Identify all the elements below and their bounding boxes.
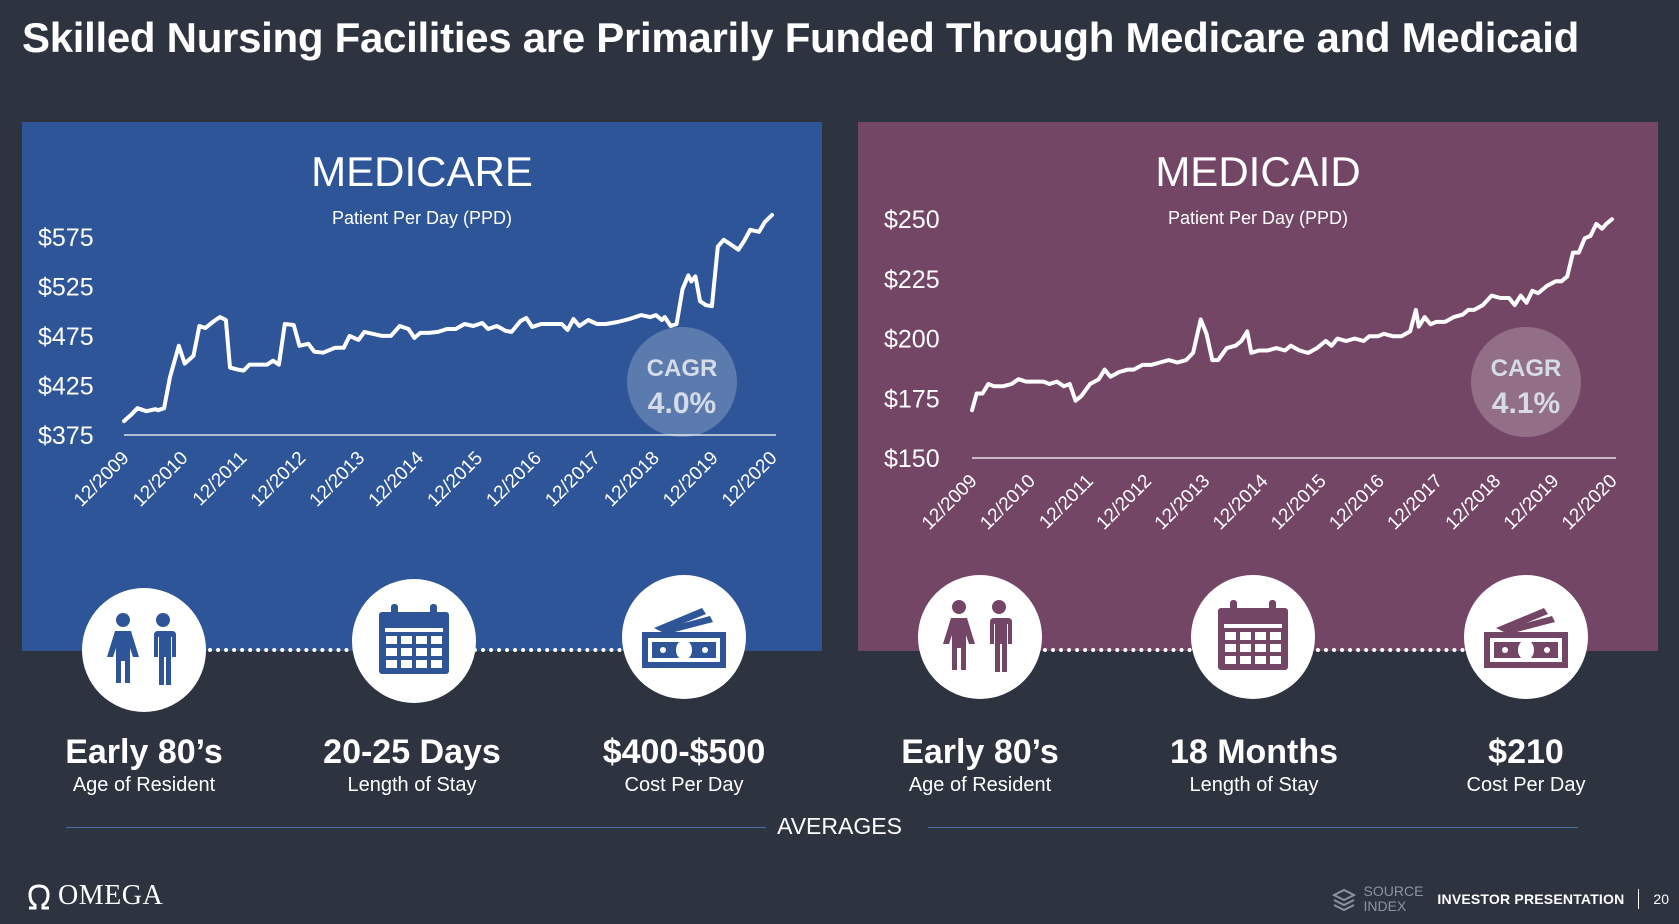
calendar-icon: [1218, 600, 1288, 670]
medicaid-x-tick-label: 12/2014: [1209, 470, 1273, 534]
medicare-calendar-circle: [352, 579, 476, 703]
medicare-x-tick-label: 12/2014: [365, 447, 429, 511]
medicaid-x-tick-label: 12/2009: [918, 471, 981, 534]
footer-separator: [1638, 889, 1640, 909]
medicare-x-tick-label: 12/2010: [129, 448, 192, 511]
page-number: 20: [1653, 891, 1669, 907]
averages-label: AVERAGES: [777, 813, 902, 839]
medicaid-x-tick-label: 12/2011: [1035, 471, 1097, 533]
medicaid-x-tick-label: 12/2012: [1093, 471, 1156, 534]
stat-label: Length of Stay: [347, 774, 477, 796]
medicare-y-tick-label: $475: [38, 323, 94, 351]
medicare-x-tick-label: 12/2020: [718, 448, 781, 511]
medicare-x-tick-label: 12/2012: [247, 448, 310, 511]
medicare-panel: MEDICARE Patient Per Day (PPD) $575 $525 $…: [22, 122, 822, 651]
medicaid-x-tick-label: 12/2010: [976, 471, 1039, 534]
omega-logo: OMEGA: [26, 880, 163, 912]
omega-symbol-icon: [28, 884, 50, 910]
medicare-cagr-label: CAGR: [647, 355, 718, 382]
source-index-link[interactable]: SOURCE INDEX: [1331, 883, 1424, 914]
people-icon: [943, 600, 1012, 672]
medicare-y-tick-label: $575: [38, 224, 94, 252]
investor-presentation-label: INVESTOR PRESENTATION: [1437, 891, 1625, 907]
medicare-series-line: [122, 213, 774, 424]
footer-right: SOURCE INDEX INVESTOR PRESENTATION 20: [1331, 883, 1669, 914]
medicaid-money-circle: [1464, 575, 1588, 699]
page-title: Skilled Nursing Facilities are Primarily…: [22, 14, 1579, 61]
money-icon: [642, 608, 726, 668]
medicare-age-stat: Early 80’s Age of Resident: [14, 733, 274, 797]
medicare-y-tick-label: $375: [38, 422, 94, 450]
stat-label: Cost Per Day: [1466, 774, 1586, 796]
medicaid-stay-stat: 18 Months Length of Stay: [1124, 733, 1384, 797]
medicare-x-tick-label: 12/2009: [70, 448, 133, 511]
medicaid-series-line: [970, 217, 1614, 413]
medicare-money-circle: [622, 575, 746, 699]
calendar-icon: [379, 604, 449, 674]
stat-value: Early 80’s: [901, 733, 1059, 771]
medicare-line-chart: $575$525$475$425$37512/200912/201012/201…: [38, 213, 782, 511]
medicare-stay-stat: 20-25 Days Length of Stay: [282, 733, 542, 797]
medicaid-x-tick-label: 12/2019: [1500, 471, 1563, 534]
people-icon: [107, 613, 176, 685]
medicare-x-tick-label: 12/2019: [659, 448, 722, 511]
medicare-x-tick-label: 12/2018: [600, 448, 663, 511]
medicaid-cagr-value: 4.1%: [1492, 387, 1560, 420]
medicaid-residents-circle: [918, 575, 1042, 699]
money-icon: [1484, 608, 1568, 668]
medicare-cost-stat: $400-$500 Cost Per Day: [554, 733, 814, 797]
index-label: INDEX: [1363, 898, 1407, 914]
stat-label: Age of Resident: [72, 774, 216, 796]
medicare-x-tick-label: 12/2016: [482, 448, 545, 511]
medicaid-x-tick-label: 12/2018: [1442, 471, 1505, 534]
averages-divider-right: [928, 827, 1578, 828]
stat-label: Age of Resident: [908, 774, 1052, 796]
stat-value: $400-$500: [602, 733, 766, 771]
stat-value: Early 80’s: [65, 733, 223, 771]
medicaid-x-tick-label: 12/2013: [1151, 471, 1214, 534]
medicaid-line-chart: $250$225$200$175$15012/200912/201012/201…: [884, 206, 1622, 534]
medicare-cagr-value: 4.0%: [648, 387, 716, 420]
medicare-residents-circle: [82, 588, 206, 712]
medicaid-panel: MEDICAID Patient Per Day (PPD) $250 $225 $…: [858, 122, 1658, 651]
medicaid-chart-subtitle: Patient Per Day (PPD): [1167, 208, 1349, 228]
stat-value: $210: [1488, 733, 1564, 771]
medicare-cagr-bubble: [627, 327, 737, 437]
medicaid-y-tick-label: $200: [884, 326, 940, 354]
medicaid-y-tick-label: $225: [884, 266, 940, 294]
source-label: SOURCE: [1363, 883, 1424, 899]
medicare-x-tick-label: 12/2017: [541, 448, 604, 511]
stack-icon: [1331, 888, 1356, 911]
stat-value: 18 Months: [1169, 733, 1339, 771]
medicare-x-tick-label: 12/2013: [306, 448, 369, 511]
averages-divider-left: [66, 827, 766, 828]
medicare-x-tick-label: 12/2011: [189, 448, 251, 510]
stat-label: Length of Stay: [1189, 774, 1319, 796]
medicaid-x-tick-label: 12/2020: [1558, 471, 1621, 534]
medicaid-age-stat: Early 80’s Age of Resident: [850, 733, 1110, 797]
medicaid-y-tick-label: $150: [884, 445, 940, 473]
medicaid-x-tick-label: 12/2017: [1384, 471, 1447, 534]
medicaid-x-tick-label: 12/2015: [1267, 471, 1330, 534]
logo-text: OMEGA: [58, 880, 164, 911]
medicaid-x-tick-label: 12/2016: [1325, 471, 1388, 534]
medicare-chart-subtitle: Patient Per Day (PPD): [331, 208, 513, 228]
medicaid-y-tick-label: $175: [884, 385, 940, 413]
medicaid-cagr-label: CAGR: [1491, 355, 1562, 382]
medicaid-cagr-bubble: [1471, 327, 1581, 437]
medicaid-cost-stat: $210 Cost Per Day: [1396, 733, 1656, 797]
medicaid-y-tick-label: $250: [884, 206, 940, 234]
stat-value: 20-25 Days: [323, 733, 501, 771]
medicare-x-tick-label: 12/2015: [424, 448, 487, 511]
medicare-chart-title: MEDICARE: [311, 148, 533, 195]
medicare-y-tick-label: $525: [38, 273, 94, 301]
medicaid-chart-title: MEDICAID: [1155, 148, 1361, 195]
medicare-y-tick-label: $425: [38, 372, 94, 400]
medicaid-calendar-circle: [1191, 575, 1315, 699]
stat-label: Cost Per Day: [624, 774, 744, 796]
